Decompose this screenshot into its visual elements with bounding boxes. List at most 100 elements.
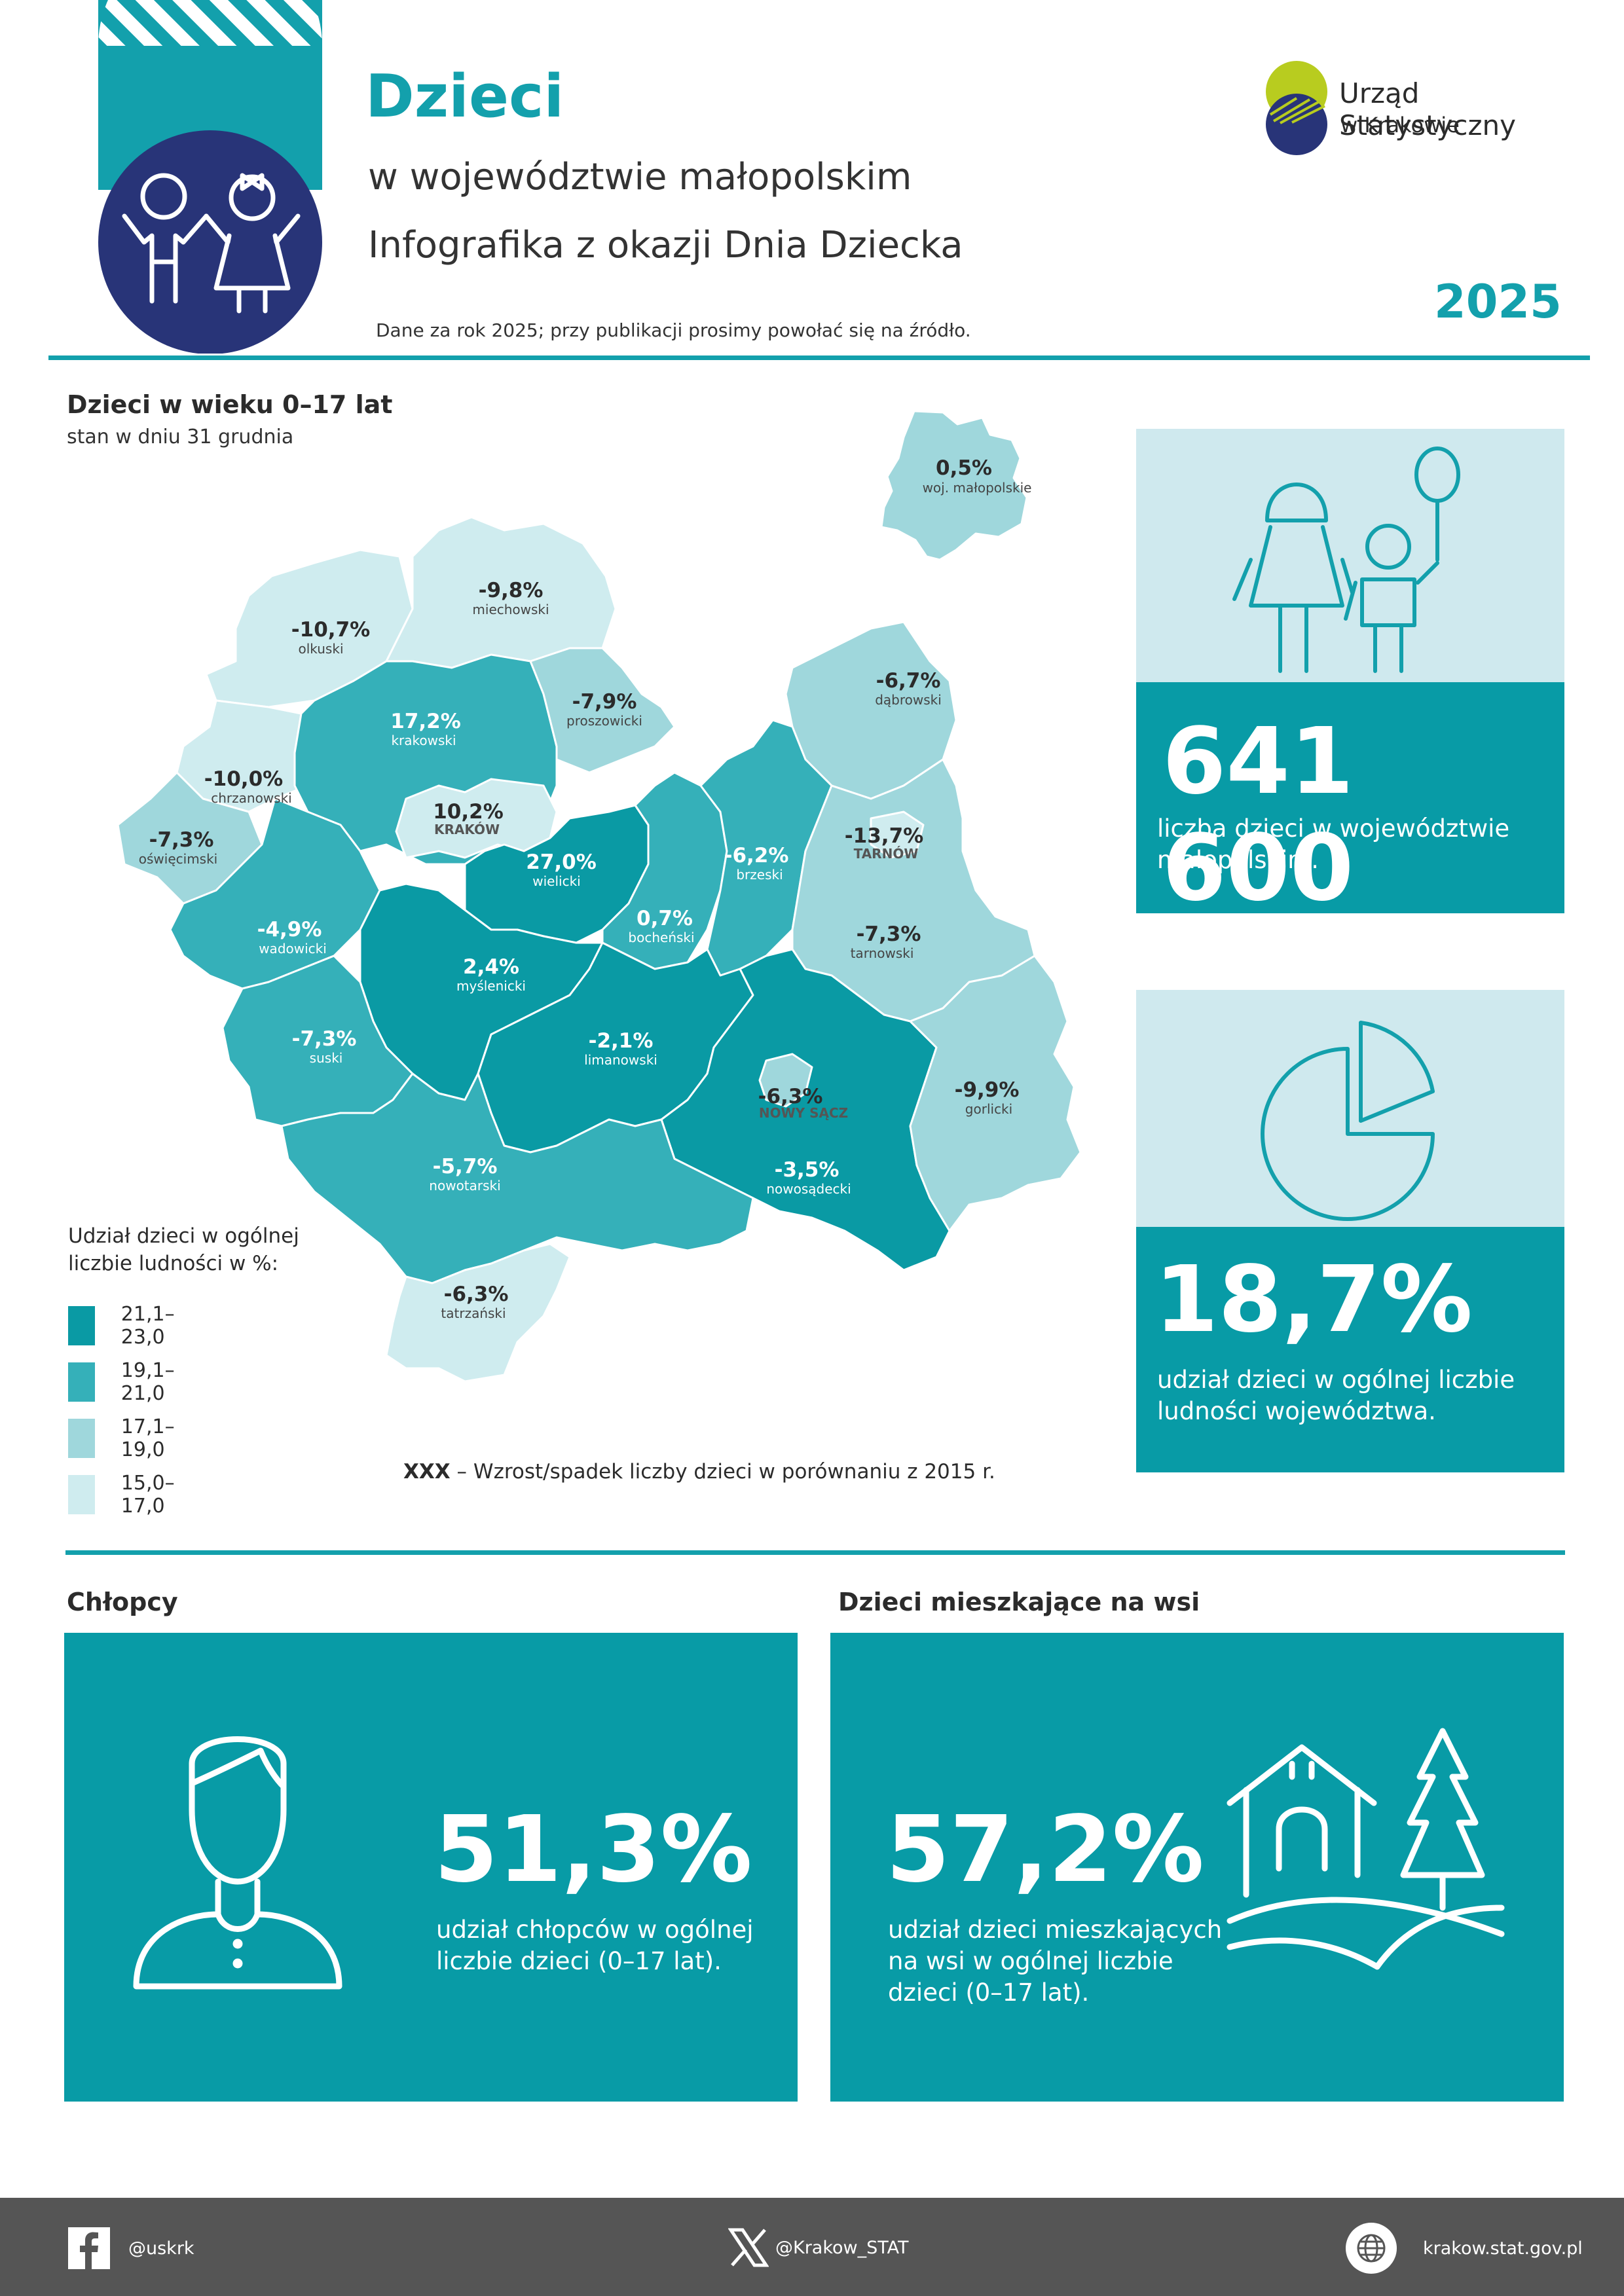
svg-text:proszowicki: proszowicki [566, 713, 642, 729]
children-count-value: 641 600 [1162, 708, 1354, 922]
children-count-card-top [1136, 429, 1564, 682]
boy-icon [133, 1736, 342, 1990]
svg-text:bocheński: bocheński [628, 930, 694, 945]
legend-label: 19,1–21,0 [120, 1359, 175, 1405]
map-label-name: woj. małopolskie [923, 480, 1032, 496]
region-tatrzanski [385, 1243, 571, 1383]
svg-text:NOWY SĄCZ: NOWY SĄCZ [759, 1105, 848, 1121]
svg-text:limanowski: limanowski [584, 1052, 657, 1068]
svg-text:-13,7%: -13,7% [845, 824, 923, 848]
org-logo: Urząd Statystyczny w Krakowie [1261, 59, 1601, 157]
region-nowy-sacz-city [758, 1053, 813, 1108]
pie-chart-icon [1261, 1021, 1435, 1221]
boys-desc: udział chłopców w ogólnej liczbie dzieci… [436, 1916, 754, 1976]
svg-text:TARNÓW: TARNÓW [854, 846, 919, 862]
boys-title: Chłopcy [67, 1588, 178, 1616]
legend-label: 15,0–17,0 [120, 1472, 175, 1518]
legend-item: 19,1–21,0 [68, 1359, 187, 1405]
facebook-handle: @uskrk [128, 2238, 194, 2259]
girl-boy-balloon-icon [1232, 446, 1460, 673]
x-handle: @Krakow_STAT [775, 2237, 909, 2258]
legend-item: 15,0–17,0 [68, 1472, 187, 1518]
svg-text:dąbrowski: dąbrowski [875, 692, 942, 708]
svg-text:suski: suski [310, 1050, 343, 1066]
org-name: Urząd Statystyczny [1339, 77, 1517, 141]
share-value: 18,7% [1154, 1247, 1473, 1353]
section-divider [65, 1550, 1565, 1555]
svg-text:gorlicki: gorlicki [965, 1101, 1012, 1117]
svg-text:tatrzański: tatrzański [441, 1305, 506, 1321]
regional-map: 0,5% woj. małopolskie -9,8% miechowski -… [98, 393, 1082, 1388]
rural-card: 57,2% udział dzieci mieszkających na wsi… [830, 1633, 1564, 2102]
map-note-bold: XXX [403, 1460, 451, 1484]
legend-title: Udział dzieci w ogólnej liczbie ludności… [68, 1224, 299, 1275]
legend-swatch [68, 1306, 95, 1345]
legend-swatch [68, 1475, 95, 1514]
region-nowosadecki [660, 948, 951, 1271]
svg-text:-6,2%: -6,2% [724, 844, 789, 867]
year: 2025 [1434, 275, 1562, 329]
children-count-card: 641 600 liczba dzieci w województwie mał… [1136, 682, 1564, 922]
footer: @uskrk @Krakow_STAT krakow.stat.gov.pl [0, 2198, 1624, 2296]
legend-swatch [68, 1362, 95, 1402]
x-logo-icon [728, 2228, 769, 2267]
svg-text:27,0%: 27,0% [526, 850, 597, 874]
x-link[interactable]: @Krakow_STAT [728, 2227, 909, 2268]
svg-text:2,4%: 2,4% [463, 955, 519, 979]
svg-text:myślenicki: myślenicki [456, 978, 526, 994]
svg-text:krakowski: krakowski [391, 733, 456, 748]
svg-text:10,2%: 10,2% [433, 800, 504, 824]
svg-text:-4,9%: -4,9% [257, 918, 322, 941]
page-subtitle-2: Infografika z okazji Dnia Dziecka [368, 224, 963, 266]
website-link[interactable]: krakow.stat.gov.pl [1346, 2223, 1583, 2274]
legend-label: 17,1–19,0 [120, 1415, 175, 1461]
svg-text:17,2%: 17,2% [390, 710, 461, 733]
boys-card: 51,3% udział chłopców w ogólnej liczbie … [64, 1633, 798, 2102]
svg-text:nowotarski: nowotarski [429, 1178, 500, 1194]
map-note-text: – Wzrost/spadek liczby dzieci w porównan… [450, 1460, 995, 1484]
svg-text:-7,3%: -7,3% [292, 1027, 357, 1051]
svg-text:-6,3%: -6,3% [758, 1085, 823, 1108]
svg-text:olkuski: olkuski [299, 641, 344, 657]
header-divider [48, 355, 1590, 360]
page-title: Dzieci [365, 62, 564, 131]
svg-text:miechowski: miechowski [472, 602, 549, 617]
svg-text:KRAKÓW: KRAKÓW [434, 822, 500, 837]
region-gorlicki [909, 955, 1082, 1232]
source-note: Dane za rok 2025; przy publikacji prosim… [376, 319, 971, 341]
org-city: w Krakowie [1340, 113, 1460, 137]
region-tarnow-city [870, 811, 925, 859]
svg-text:-6,3%: -6,3% [444, 1283, 509, 1306]
map-subtitle: stan w dniu 31 grudnia [67, 426, 294, 448]
map-note: XXX – Wzrost/spadek liczby dzieci w poró… [403, 1460, 995, 1484]
rural-value: 57,2% [886, 1796, 1204, 1903]
svg-text:-6,7%: -6,7% [876, 669, 941, 693]
website-url: krakow.stat.gov.pl [1423, 2238, 1583, 2259]
facebook-link[interactable]: @uskrk [68, 2227, 194, 2269]
svg-text:tarnowski: tarnowski [851, 945, 914, 961]
svg-text:-9,8%: -9,8% [479, 579, 544, 602]
svg-text:-5,7%: -5,7% [433, 1155, 498, 1178]
svg-text:0,7%: 0,7% [637, 907, 693, 930]
svg-text:-7,3%: -7,3% [149, 828, 214, 852]
house-tree-icon [1227, 1728, 1505, 1970]
svg-text:wielicki: wielicki [532, 873, 580, 889]
map-label-pct: 0,5% [936, 456, 992, 480]
svg-text:-7,9%: -7,9% [572, 690, 637, 714]
share-desc: udział dzieci w ogólnej liczbie ludności… [1157, 1366, 1515, 1426]
svg-text:-10,0%: -10,0% [204, 767, 283, 791]
svg-text:-2,1%: -2,1% [589, 1029, 654, 1053]
svg-text:wadowicki: wadowicki [259, 941, 327, 957]
map-title: Dzieci w wieku 0–17 lat [67, 390, 393, 419]
svg-text:-3,5%: -3,5% [775, 1158, 840, 1182]
svg-text:oświęcimski: oświęcimski [139, 851, 217, 867]
svg-text:-9,9%: -9,9% [955, 1078, 1020, 1102]
svg-text:-7,3%: -7,3% [857, 922, 921, 946]
svg-text:-10,7%: -10,7% [291, 618, 370, 642]
boys-value: 51,3% [434, 1796, 752, 1903]
legend-item: 17,1–19,0 [68, 1415, 187, 1461]
children-icon [111, 164, 308, 314]
rural-desc: udział dzieci mieszkających na wsi w ogó… [888, 1916, 1223, 2007]
children-count-desc: liczba dzieci w województwie małopolskim… [1157, 814, 1510, 875]
region-proszowicki [529, 647, 676, 774]
